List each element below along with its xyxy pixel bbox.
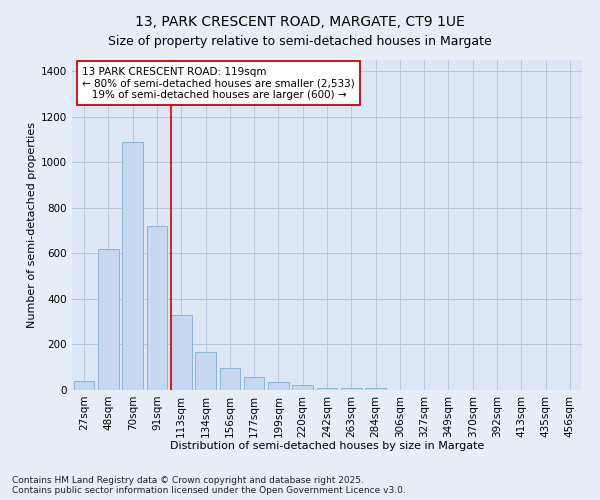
Bar bbox=[317, 388, 337, 390]
Bar bbox=[195, 352, 216, 390]
Text: Contains HM Land Registry data © Crown copyright and database right 2025.
Contai: Contains HM Land Registry data © Crown c… bbox=[12, 476, 406, 495]
Text: Size of property relative to semi-detached houses in Margate: Size of property relative to semi-detach… bbox=[108, 35, 492, 48]
Bar bbox=[244, 377, 265, 390]
Bar bbox=[98, 249, 119, 390]
Bar bbox=[74, 382, 94, 390]
Text: 13 PARK CRESCENT ROAD: 119sqm
← 80% of semi-detached houses are smaller (2,533)
: 13 PARK CRESCENT ROAD: 119sqm ← 80% of s… bbox=[82, 66, 355, 100]
Bar bbox=[292, 386, 313, 390]
Bar bbox=[220, 368, 240, 390]
Bar bbox=[146, 226, 167, 390]
X-axis label: Distribution of semi-detached houses by size in Margate: Distribution of semi-detached houses by … bbox=[170, 441, 484, 451]
Bar bbox=[122, 142, 143, 390]
Bar bbox=[365, 388, 386, 390]
Bar bbox=[171, 316, 191, 390]
Bar bbox=[341, 388, 362, 390]
Text: 13, PARK CRESCENT ROAD, MARGATE, CT9 1UE: 13, PARK CRESCENT ROAD, MARGATE, CT9 1UE bbox=[135, 15, 465, 29]
Y-axis label: Number of semi-detached properties: Number of semi-detached properties bbox=[27, 122, 37, 328]
Bar bbox=[268, 382, 289, 390]
